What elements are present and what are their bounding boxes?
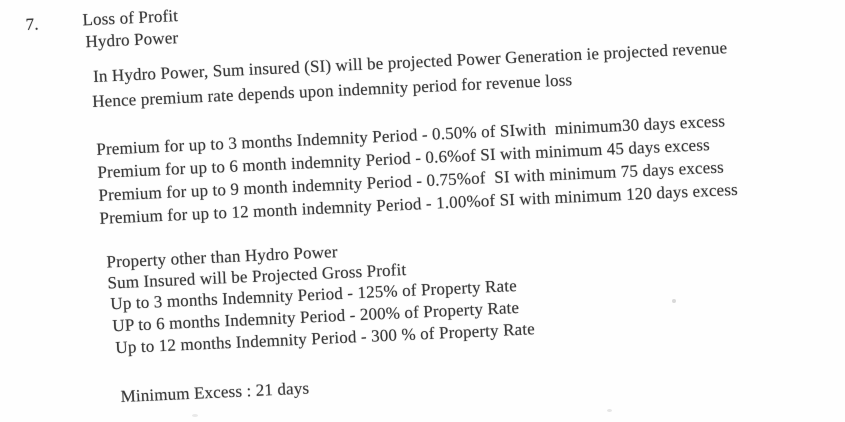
scan-speck [607,409,612,412]
scan-speck [672,299,676,303]
section-title-line-2: Hydro Power [85,28,179,52]
section-title-line-1: Loss of Profit [82,6,179,30]
minimum-excess-line: Minimum Excess : 21 days [120,378,310,407]
document-text-block: 7. Loss of Profit Hydro Power In Hydro P… [25,0,845,420]
item-number: 7. [25,14,40,34]
scan-speck [192,414,198,417]
